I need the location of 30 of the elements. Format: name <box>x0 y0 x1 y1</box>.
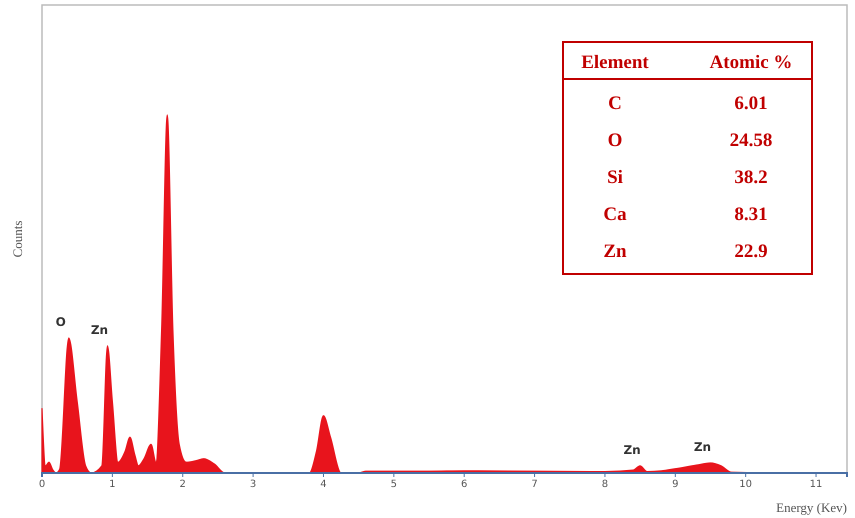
data-label: 38.2 <box>734 167 768 188</box>
category-label: Zn <box>603 241 628 262</box>
x-tick-label: 2 <box>180 479 186 490</box>
annotation: Zn <box>90 322 108 337</box>
data-label: 22.9 <box>734 241 768 262</box>
text: Atomic % <box>710 52 792 73</box>
annotation: Zn <box>623 442 641 457</box>
x-tick-label: 6 <box>461 479 468 490</box>
x-axis-title: Energy (Kev) <box>776 500 847 515</box>
category-label: Ca <box>603 204 628 225</box>
y-axis-title: Counts <box>10 220 25 258</box>
data-label: 24.58 <box>730 130 772 151</box>
category-label: C <box>608 93 622 114</box>
x-tick-label: 8 <box>602 479 608 490</box>
data-label: 8.31 <box>734 204 768 225</box>
category-label: O <box>608 130 622 151</box>
data-label: 6.01 <box>734 93 768 114</box>
x-tick-label: 11 <box>810 479 822 490</box>
x-tick-label: 0 <box>38 479 46 490</box>
x-tick-label: 10 <box>739 479 752 490</box>
text: Element <box>581 52 650 73</box>
x-tick-label: 5 <box>390 479 398 490</box>
x-tick-label: 9 <box>672 479 678 490</box>
x-tick-label: 7 <box>531 479 538 490</box>
annotation: Zn <box>694 440 712 454</box>
category-label: Si <box>607 167 623 188</box>
x-tick-label: 4 <box>320 479 327 490</box>
annotation: O <box>56 315 66 330</box>
x-tick-label: 3 <box>250 479 256 490</box>
x-tick-label: 1 <box>109 479 116 490</box>
